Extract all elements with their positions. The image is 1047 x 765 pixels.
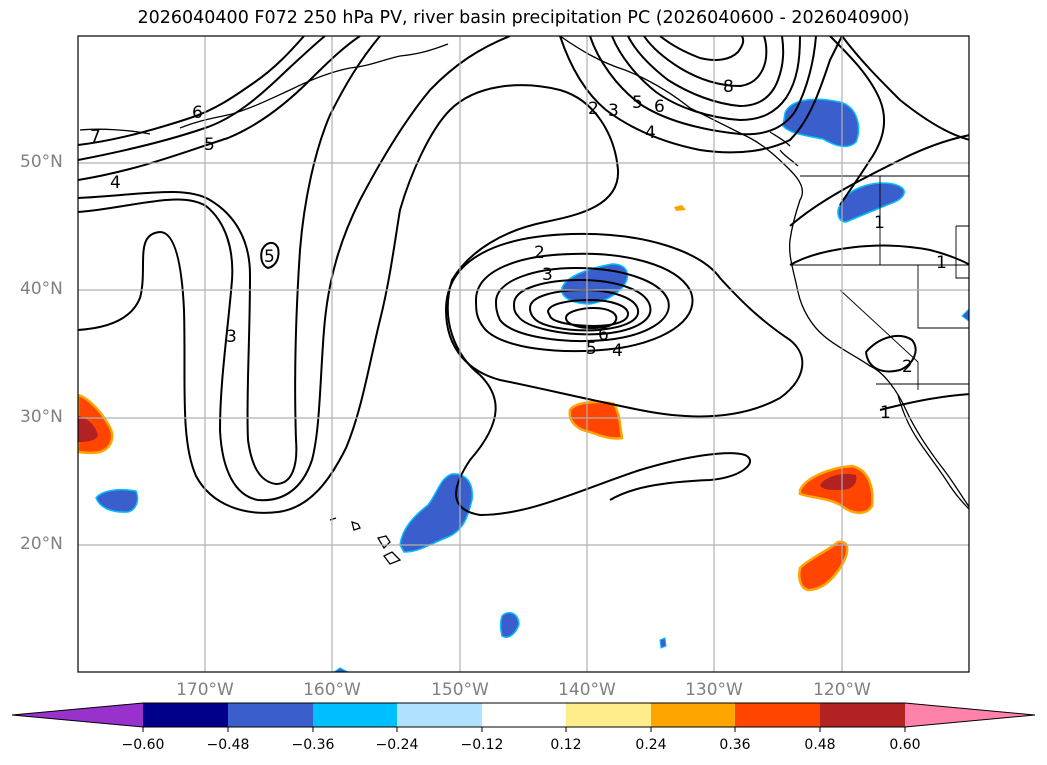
precip-neg-washington <box>837 182 905 223</box>
lon-label: 150°W <box>431 680 489 700</box>
colorbar-bin <box>482 703 566 727</box>
contour-low-5 <box>512 278 652 336</box>
contour-label: 5 <box>632 93 643 113</box>
colorbar-bin <box>397 703 482 727</box>
precip-neg-small1 <box>499 611 520 638</box>
contour-label: 4 <box>645 123 656 143</box>
lat-label: 40°N <box>20 279 63 299</box>
contour-ridge-2 <box>559 36 843 154</box>
contour-label: 8 <box>723 77 734 97</box>
contour-1b <box>864 335 917 373</box>
contour-label: 5 <box>264 247 275 267</box>
contour-6 <box>78 36 326 161</box>
precip-pos-baja-core <box>820 474 857 490</box>
colorbar-tick-label: −0.36 <box>291 737 335 753</box>
contour-label: 3 <box>542 265 553 285</box>
contour-label: 6 <box>654 97 665 117</box>
hawaii-islands <box>329 517 402 565</box>
colorbar-extend-high <box>905 703 1035 727</box>
contour-label: 2 <box>902 357 913 377</box>
contour-low-8 <box>564 306 618 330</box>
contour-label: 5 <box>586 339 597 359</box>
contour-7 <box>78 36 305 146</box>
contour-label: 1 <box>874 213 885 233</box>
contour-label: 6 <box>598 325 609 345</box>
colorbar-bin <box>228 703 313 727</box>
precip-neg-small3 <box>333 667 349 672</box>
precip-neg-west <box>95 488 139 513</box>
lon-label: 170°W <box>176 680 234 700</box>
borders <box>790 175 969 390</box>
precip-neg-hawaii <box>399 473 474 553</box>
lon-label: 120°W <box>813 680 871 700</box>
colorbar-bin <box>313 703 397 727</box>
precip-pos-south <box>798 540 849 592</box>
precip-neg-nw-canada <box>782 98 860 148</box>
precip-neg-coast <box>961 308 969 322</box>
contour-outer-ridge2 <box>829 36 886 206</box>
colorbar <box>11 702 1036 732</box>
contour-label: 4 <box>110 173 121 193</box>
contour-label: 1 <box>880 403 891 423</box>
coast-bering <box>79 43 449 135</box>
gridlines <box>78 36 969 672</box>
colorbar-tick-label: 0.60 <box>889 737 921 753</box>
contour-3 <box>78 36 511 502</box>
contour-small-5 <box>260 242 280 270</box>
map-frame <box>77 35 970 673</box>
precip-pos-small <box>674 205 686 211</box>
colorbar-tick-label: 0.48 <box>804 737 836 753</box>
precip-neg-small2 <box>659 637 667 649</box>
contour-ridge-6 <box>643 36 768 88</box>
contour-label: 6 <box>192 103 203 123</box>
colorbar-bin <box>143 703 228 727</box>
colorbar-bin <box>820 703 905 727</box>
coast-bc-islands <box>769 131 799 167</box>
colorbar-tick-label: −0.12 <box>460 737 504 753</box>
contour-label: 2 <box>588 99 599 119</box>
pv-contours <box>78 36 969 517</box>
colorbar-tick-label: 0.24 <box>635 737 667 753</box>
contour-ridge-3 <box>589 36 817 136</box>
contour-low-3 <box>474 252 694 353</box>
precip-fills <box>78 98 969 672</box>
lon-label: 160°W <box>303 680 361 700</box>
contour-low-2 <box>444 232 804 418</box>
colorbar-bin <box>735 703 820 727</box>
map-title: 2026040400 F072 250 hPa PV, river basin … <box>137 8 910 28</box>
lon-label: 130°W <box>685 680 743 700</box>
lat-label: 50°N <box>20 152 63 172</box>
precip-pos-west-edge-core <box>78 416 98 442</box>
contour-label: 2 <box>534 243 545 263</box>
contour-ridge-8 <box>659 36 745 61</box>
lat-label: 30°N <box>20 407 63 427</box>
colorbar-extend-low <box>12 703 143 727</box>
coast-alaska-gulf <box>559 36 969 508</box>
colorbar-tick-label: −0.48 <box>206 737 250 753</box>
colorbar-tick-label: −0.60 <box>121 737 165 753</box>
contour-low-4 <box>494 266 670 343</box>
contour-label: 3 <box>226 327 237 347</box>
contour-ridge-5 <box>627 36 785 108</box>
colorbar-bin <box>566 703 651 727</box>
contour-label: 7 <box>90 127 101 147</box>
contour-label: 5 <box>204 135 215 155</box>
lat-label: 20°N <box>20 534 63 554</box>
colorbar-tick-label: 0.12 <box>550 737 582 753</box>
contour-label: 4 <box>612 341 623 361</box>
contour-label: 1 <box>936 253 947 273</box>
contour-outer-ridge <box>841 36 969 141</box>
colorbar-tick-label: 0.36 <box>719 737 751 753</box>
contour-2 <box>78 84 752 517</box>
colorbar-bin <box>651 703 735 727</box>
contour-label-group: 7 6 5 4 5 3 2 3 5 6 4 8 2 3 6 5 4 1 1 1 … <box>90 77 947 423</box>
colorbar-tick-label: −0.24 <box>375 737 419 753</box>
lon-label: 140°W <box>558 680 616 700</box>
border-states <box>790 176 969 390</box>
contour-label: 3 <box>608 101 619 121</box>
contour-ridge-4 <box>611 36 801 122</box>
contour-4 <box>78 36 381 486</box>
